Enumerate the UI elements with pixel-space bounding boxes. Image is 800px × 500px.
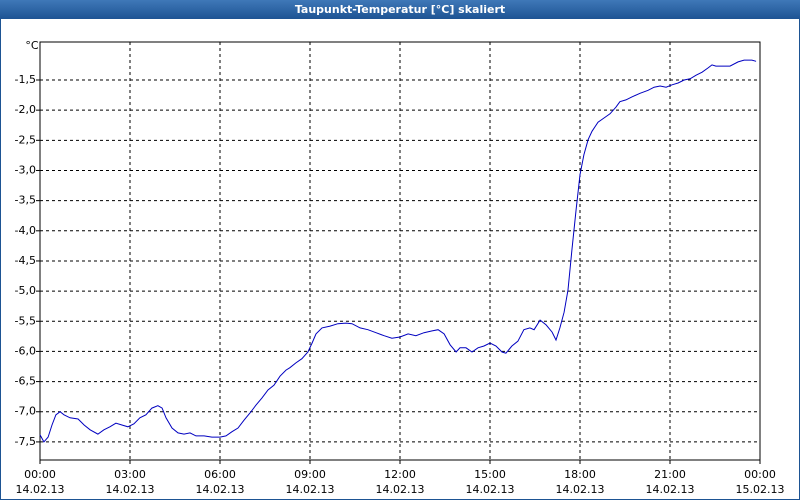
x-tick-sublabel: 14.02.13: [556, 483, 605, 496]
x-tick-sublabel: 14.02.13: [286, 483, 335, 496]
x-tick-label: 06:00: [204, 468, 236, 481]
y-tick-label: -1,5: [15, 73, 36, 86]
line: [39, 59, 757, 443]
y-tick-label: -2,0: [15, 103, 36, 116]
x-tick-label: 03:00: [114, 468, 146, 481]
y-tick-label: -6,0: [15, 344, 36, 357]
y-tick-label: -4,5: [15, 254, 36, 267]
x-tick-sublabel: 15.02.13: [736, 483, 785, 496]
y-tick-label: -3,5: [15, 194, 36, 207]
x-tick-sublabel: 14.02.13: [466, 483, 515, 496]
x-tick-label: 00:00: [24, 468, 56, 481]
y-tick-label: -7,5: [15, 435, 36, 448]
x-tick-sublabel: 14.02.13: [16, 483, 65, 496]
x-tick-label: 18:00: [564, 468, 596, 481]
x-tick-sublabel: 14.02.13: [106, 483, 155, 496]
y-unit: °C: [25, 39, 39, 52]
y-tick-label: -7,0: [15, 405, 36, 418]
x-tick-sublabel: 14.02.13: [196, 483, 245, 496]
title-bar: [0, 0, 800, 19]
x-tick-sublabel: 14.02.13: [376, 483, 425, 496]
x-tick-sublabel: 14.02.13: [646, 483, 695, 496]
y-tick-label: -5,0: [15, 284, 36, 297]
x-tick-label: 09:00: [294, 468, 326, 481]
x-tick-label: 21:00: [654, 468, 686, 481]
y-tick-label: -5,5: [15, 314, 36, 327]
y-tick-label: -2,5: [15, 133, 36, 146]
x-tick-label: 00:00: [744, 468, 776, 481]
x-tick-label: 12:00: [384, 468, 416, 481]
y-tick-label: -4,0: [15, 224, 36, 237]
y-tick-label: -3,0: [15, 163, 36, 176]
chart-title: Taupunkt-Temperatur [°C] skaliert: [295, 3, 505, 16]
y-tick-label: -6,5: [15, 375, 36, 388]
x-tick-label: 15:00: [474, 468, 506, 481]
